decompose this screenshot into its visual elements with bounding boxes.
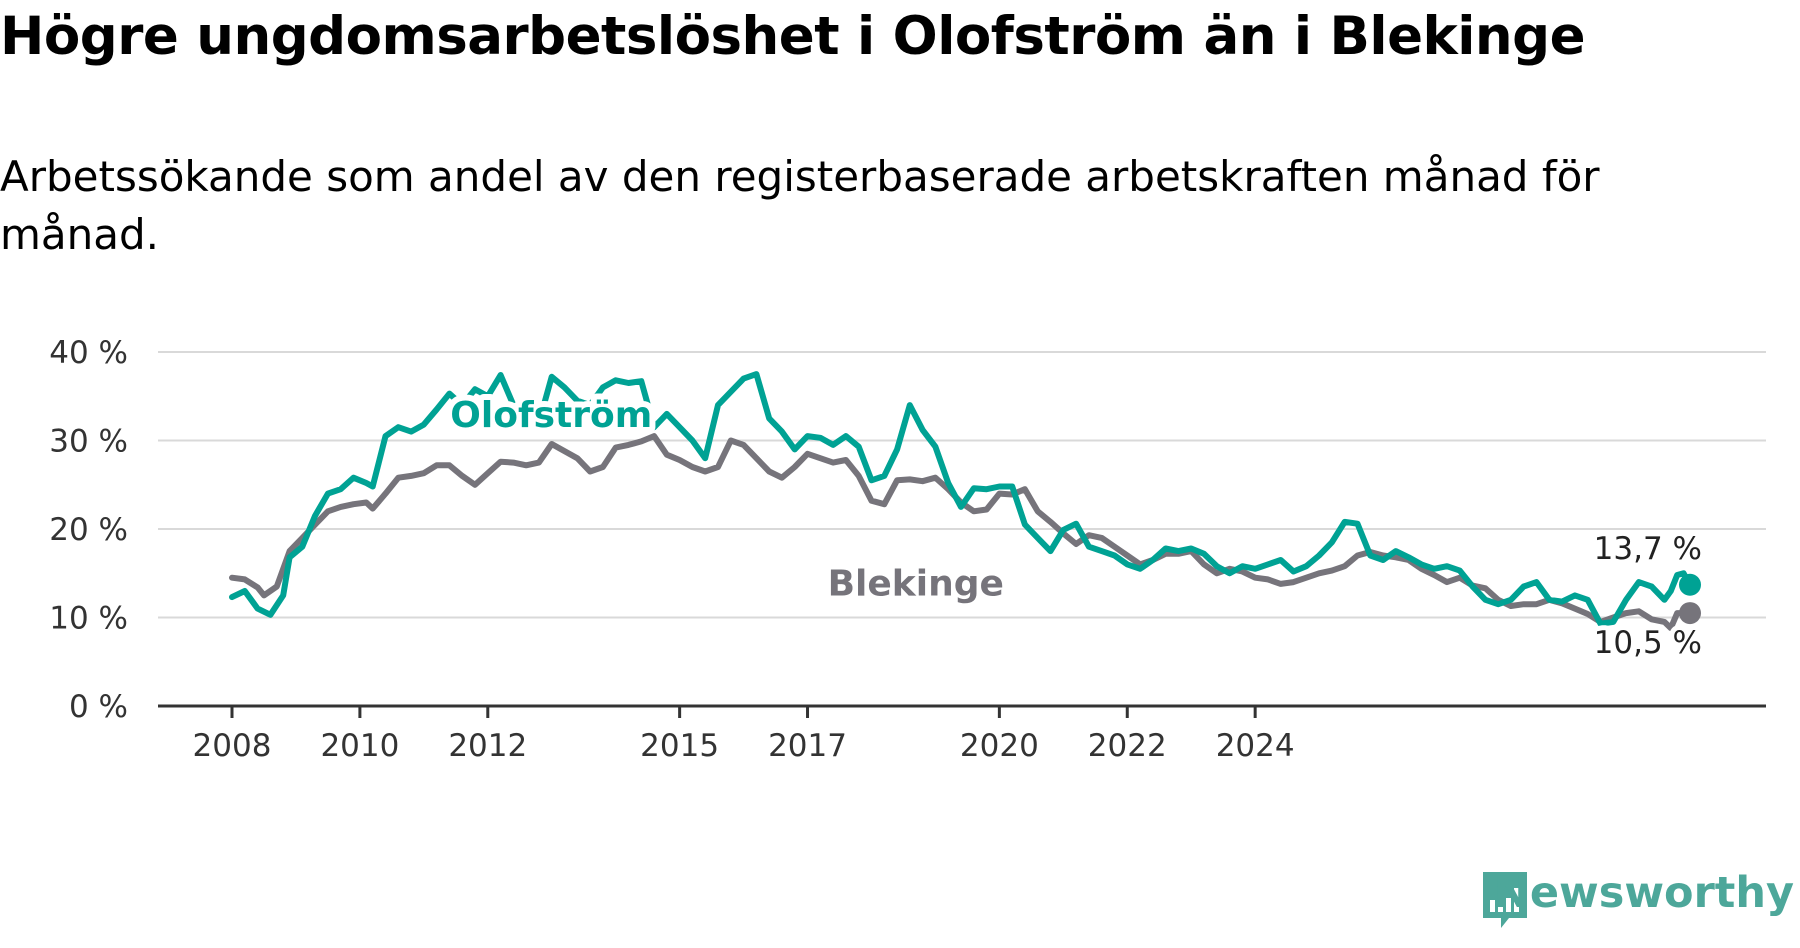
x-tick-label: 2022 (1088, 728, 1167, 764)
x-tick-label: 2008 (193, 728, 272, 764)
x-tick-label: 2010 (320, 728, 399, 764)
x-tick-label: 2020 (960, 728, 1039, 764)
y-axis: 0 % 10 % 20 % 30 % 40 % (49, 335, 128, 725)
end-value-label-blekinge: 10,5 % (1594, 625, 1702, 661)
x-tick-label: 2017 (768, 728, 847, 764)
series-label-olofstrom: Olofström (450, 395, 652, 436)
end-value-halo-olofstrom: 13,7 % (1594, 531, 1702, 567)
end-value-halo-blekinge: 10,5 % (1594, 625, 1702, 661)
y-tick-label: 20 % (49, 512, 128, 548)
grid-lines (158, 351, 1766, 708)
series-label-halo-olofstrom: Olofström (450, 395, 652, 436)
series-label-halo-blekinge: Blekinge (828, 563, 1004, 604)
series-label-blekinge: Blekinge (828, 563, 1004, 604)
page-title: Högre ungdomsarbetslöshet i Olofström än… (0, 6, 1586, 67)
y-tick-label: 10 % (49, 601, 128, 637)
series-lines (229, 371, 1701, 632)
x-axis: 2008 2010 2012 2015 2017 2020 2022 2024 (193, 706, 1295, 764)
x-tick-label: 2015 (640, 728, 719, 764)
newsworthy-logo-text: Newsworthy (1493, 868, 1794, 918)
y-tick-label: 40 % (49, 335, 128, 371)
end-value-label-olofstrom: 13,7 % (1594, 531, 1702, 567)
y-tick-label: 30 % (49, 424, 128, 460)
newsworthy-logo: Newsworthy (1474, 838, 1794, 948)
x-tick-label: 2024 (1216, 728, 1295, 764)
series-endpoint-blekinge (1679, 602, 1701, 625)
series-endpoint-olofstrom (1679, 573, 1701, 596)
x-tick-label: 2012 (448, 728, 527, 764)
page-subtitle: Arbetssökande som andel av den registerb… (0, 152, 1600, 259)
newsworthy-logo-icon (1483, 872, 1527, 928)
y-tick-label: 0 % (69, 689, 128, 725)
series-line-olofstrom (229, 371, 1693, 627)
